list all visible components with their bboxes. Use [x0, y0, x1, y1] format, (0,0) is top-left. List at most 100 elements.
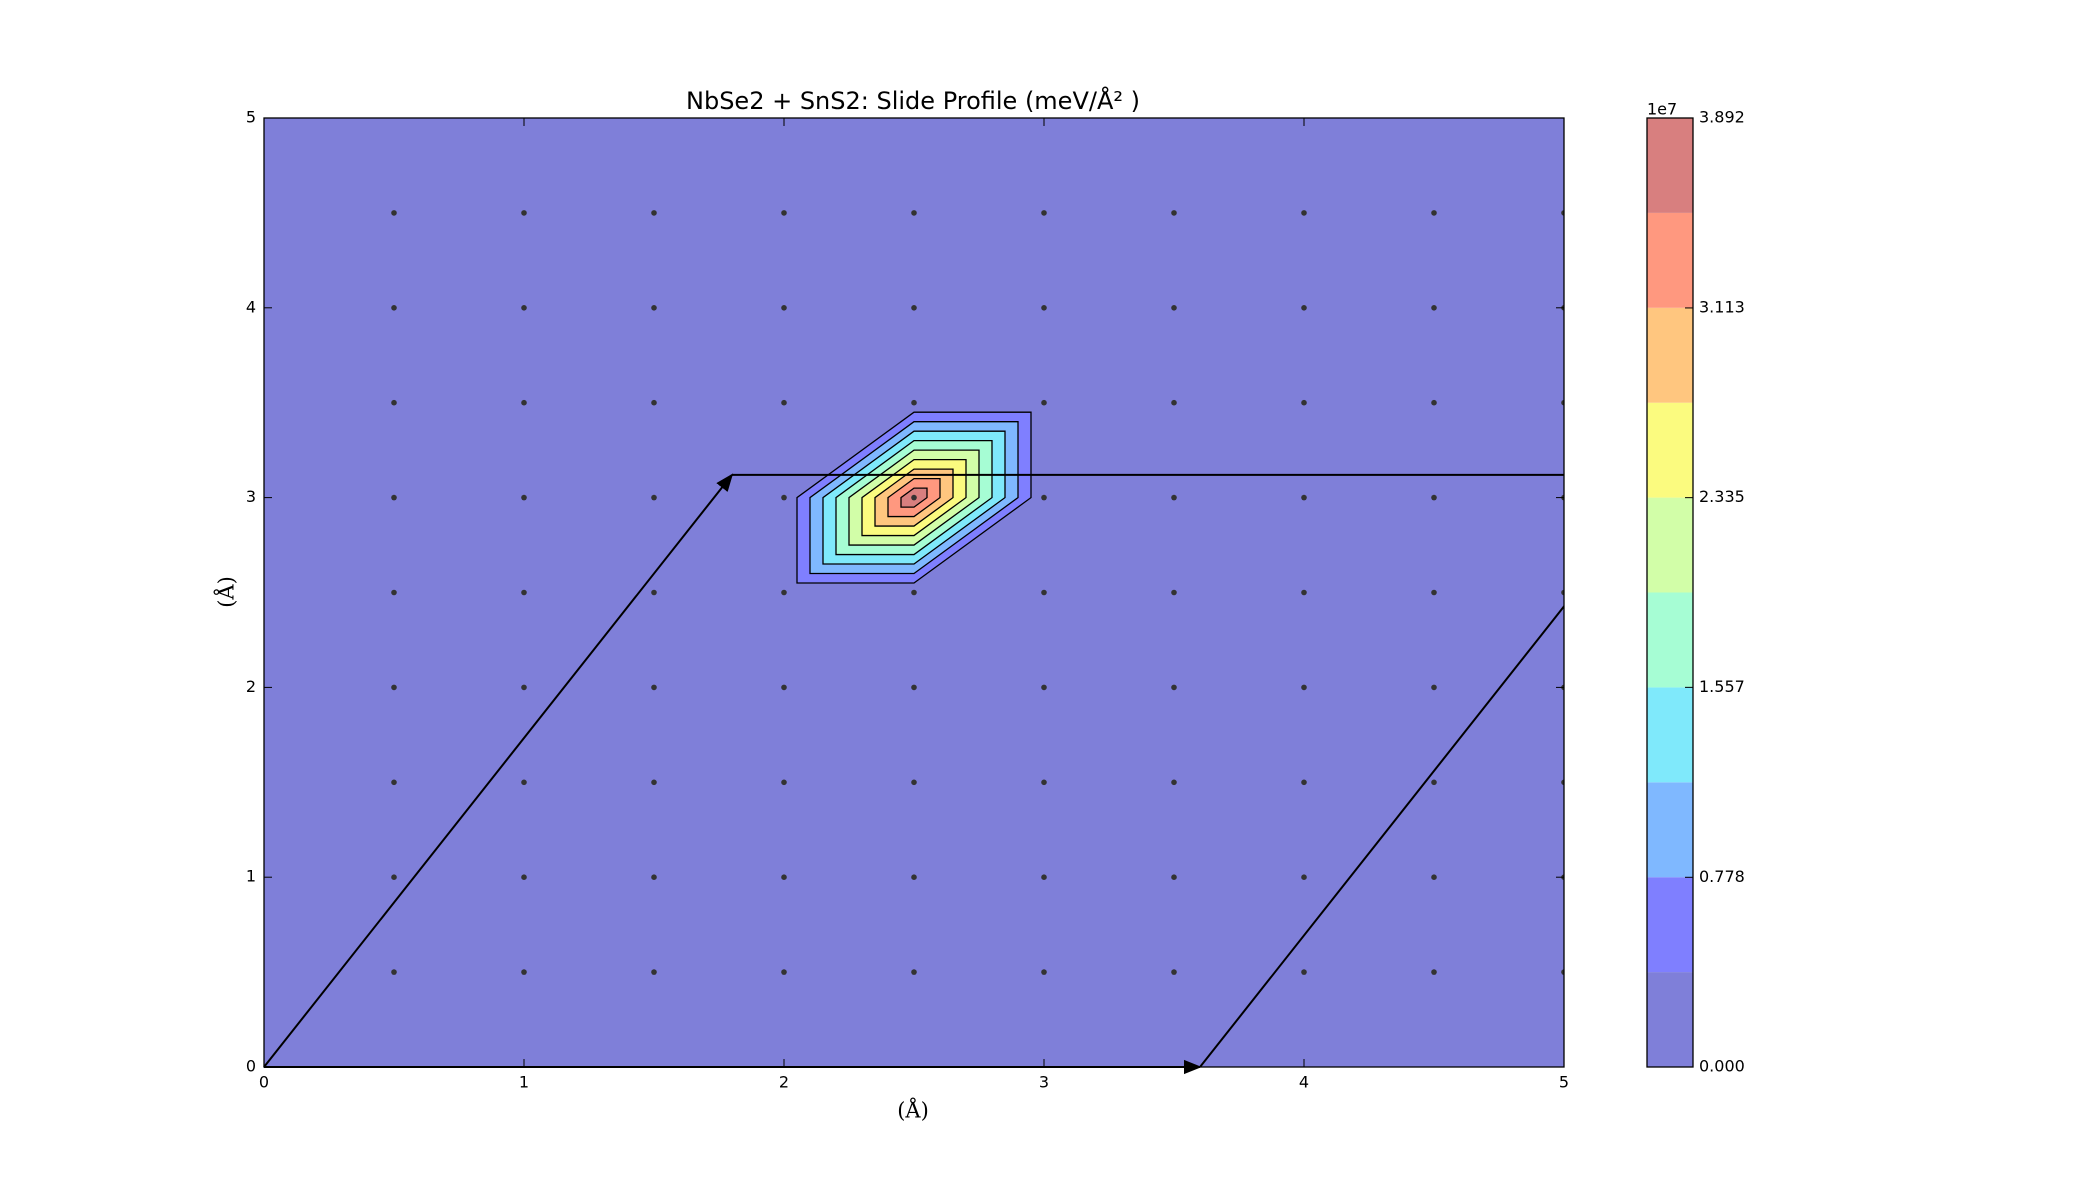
- colorbar-tick-label: 0.778: [1699, 867, 1745, 886]
- lattice-point: [651, 969, 657, 975]
- contour-line: [874, 468, 954, 527]
- colorbar-band: [1647, 118, 1693, 213]
- x-tick-label: 0: [259, 1073, 269, 1092]
- lattice-point: [521, 399, 527, 406]
- lattice-point: [1431, 494, 1437, 501]
- lattice-point: [781, 399, 787, 406]
- lattice-point: [521, 969, 527, 975]
- lattice-point: [651, 399, 657, 406]
- lattice-point: [911, 494, 917, 501]
- lattice-point: [521, 684, 527, 691]
- contour-line: [835, 440, 993, 556]
- lattice-vector: [263, 473, 734, 1068]
- colorbar-band: [1647, 782, 1693, 878]
- lattice-point: [1561, 399, 1564, 406]
- colorbar-band: [1647, 972, 1693, 1067]
- lattice-point: [391, 969, 397, 975]
- y-tick-label: 0: [246, 1057, 256, 1076]
- lattice-point: [1561, 779, 1564, 786]
- x-tick-label: 1: [519, 1073, 529, 1092]
- lattice-point: [1171, 779, 1177, 786]
- colorbar-band: [1647, 687, 1693, 783]
- lattice-point: [651, 589, 657, 596]
- lattice-point: [911, 589, 917, 596]
- lattice-point: [1301, 399, 1307, 406]
- cell-edge: [1199, 604, 1564, 1067]
- lattice-point: [911, 874, 917, 880]
- lattice-point: [911, 305, 917, 311]
- lattice-point: [1041, 684, 1047, 691]
- lattice-point: [911, 684, 917, 691]
- lattice-point: [1171, 305, 1177, 311]
- lattice-point: [391, 494, 397, 501]
- lattice-point: [1301, 305, 1307, 311]
- lattice-point: [521, 589, 527, 596]
- colorbar-tick-label: 3.892: [1699, 108, 1745, 127]
- colorbar-band: [1647, 212, 1693, 308]
- contour-line: [861, 458, 967, 537]
- lattice-point: [391, 399, 397, 406]
- lattice-point: [1171, 589, 1177, 596]
- lattice-point: [391, 589, 397, 596]
- lattice-point: [1301, 684, 1307, 691]
- y-tick-label: 5: [246, 108, 256, 127]
- lattice-point: [781, 874, 787, 880]
- lattice-point: [1301, 969, 1307, 975]
- lattice-point: [651, 494, 657, 501]
- lattice-point: [1561, 589, 1564, 596]
- chart-title: NbSe2 + SnS2: Slide Profile (meV/Å² ): [686, 86, 1140, 115]
- lattice-point: [391, 874, 397, 880]
- lattice-point: [911, 969, 917, 975]
- contour-line: [887, 477, 941, 518]
- lattice-point: [521, 494, 527, 501]
- lattice-point: [1171, 969, 1177, 975]
- lattice-point: [1431, 874, 1437, 880]
- lattice-point: [1301, 779, 1307, 786]
- colorbar-band: [1647, 307, 1693, 403]
- y-axis-label: (Å): [214, 576, 239, 608]
- lattice-point: [1431, 210, 1437, 216]
- lattice-point: [1301, 874, 1307, 880]
- contour-line: [796, 411, 1032, 584]
- y-tick-label: 1: [246, 867, 256, 886]
- lattice-point: [1041, 494, 1047, 501]
- lattice-point: [781, 969, 787, 975]
- lattice-point: [521, 210, 527, 216]
- x-tick-label: 4: [1299, 1073, 1309, 1092]
- x-tick-label: 5: [1559, 1073, 1569, 1092]
- lattice-point: [781, 305, 787, 311]
- lattice-point: [1041, 305, 1047, 311]
- lattice-point: [781, 684, 787, 691]
- lattice-point: [781, 494, 787, 501]
- colorbar-tick-label: 3.113: [1699, 297, 1745, 316]
- lattice-point: [1301, 210, 1307, 216]
- lattice-point: [391, 305, 397, 311]
- colorbar-band: [1647, 497, 1693, 593]
- colorbar-band: [1647, 592, 1693, 688]
- colorbar-tick-label: 0.000: [1699, 1057, 1745, 1076]
- lattice-point: [911, 779, 917, 786]
- contour-line: [848, 449, 980, 546]
- lattice-point: [521, 779, 527, 786]
- x-tick-label: 2: [779, 1073, 789, 1092]
- lattice-point: [1041, 779, 1047, 786]
- lattice-point: [1431, 779, 1437, 786]
- lattice-point: [1431, 399, 1437, 406]
- lattice-point: [1171, 210, 1177, 216]
- lattice-point: [1431, 969, 1437, 975]
- y-tick-label: 4: [246, 297, 256, 316]
- colorbar-tick-label: 1.557: [1699, 677, 1745, 696]
- lattice-point: [1041, 969, 1047, 975]
- contour-line: [809, 421, 1019, 575]
- lattice-point: [651, 874, 657, 880]
- lattice-point: [1171, 399, 1177, 406]
- lattice-point: [781, 210, 787, 216]
- plot-area: [264, 118, 1564, 1067]
- lattice-point: [1431, 305, 1437, 311]
- x-tick-label: 3: [1039, 1073, 1049, 1092]
- lattice-point: [1301, 494, 1307, 501]
- lattice-point: [521, 874, 527, 880]
- lattice-point: [1171, 874, 1177, 880]
